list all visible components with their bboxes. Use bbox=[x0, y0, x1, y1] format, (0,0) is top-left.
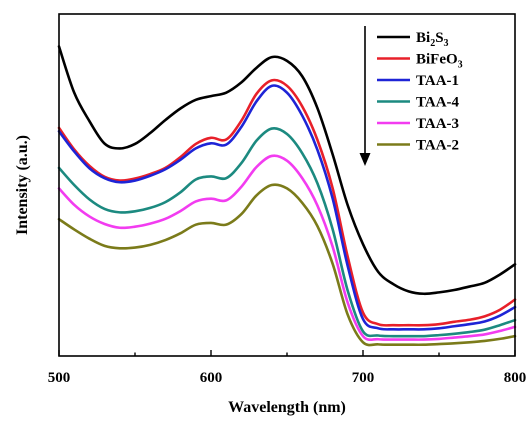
legend-label-taa-1: TAA-1 bbox=[416, 73, 459, 89]
series-line-taa-4 bbox=[57, 127, 517, 338]
legend-label-bifeo3: BiFeO3 bbox=[416, 52, 463, 71]
y-axis-title: Intensity (a.u.) bbox=[14, 135, 31, 235]
legend-label-bi2s3: Bi2S3 bbox=[416, 30, 449, 49]
series-line-bi2s3 bbox=[57, 45, 517, 296]
legend: Bi2S3 BiFeO3 TAA-1 TAA-4 TAA-3 TAA-2 bbox=[359, 26, 463, 166]
series-layer bbox=[57, 45, 517, 347]
legend-label-taa-3: TAA-3 bbox=[416, 116, 459, 132]
series-line-taa-3 bbox=[57, 154, 517, 342]
x-tick-label-800: 800 bbox=[504, 370, 527, 386]
x-axis: 500 600 700 800 bbox=[48, 350, 527, 386]
series-line-bifeo3 bbox=[57, 78, 517, 327]
x-tick-label-700: 700 bbox=[352, 370, 375, 386]
legend-arrow-head-icon bbox=[359, 153, 371, 166]
legend-label-taa-2: TAA-2 bbox=[416, 138, 459, 154]
series-line-taa-1 bbox=[57, 84, 517, 331]
series-line-taa-2 bbox=[57, 183, 517, 347]
legend-label-taa-4: TAA-4 bbox=[416, 95, 460, 111]
x-tick-label-500: 500 bbox=[48, 370, 71, 386]
x-tick-label-600: 600 bbox=[200, 370, 223, 386]
x-axis-title: Wavelength (nm) bbox=[228, 399, 346, 416]
